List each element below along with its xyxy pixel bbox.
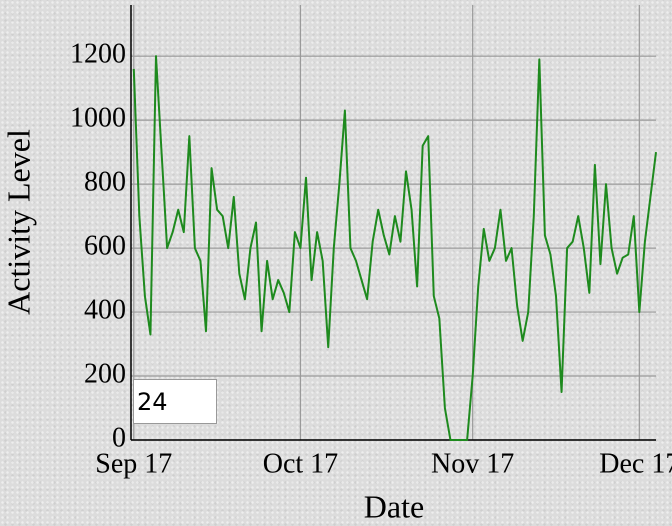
x-axis-label: Date	[364, 488, 424, 524]
x-tick-label: Oct 17	[263, 448, 338, 479]
y-tick-label: 400	[84, 294, 126, 325]
y-axis-label: Activity Level	[0, 129, 36, 315]
y-tick-label: 0	[112, 422, 126, 453]
y-tick-label: 600	[84, 231, 126, 262]
y-tick-label: 800	[84, 167, 126, 198]
y-tick-label: 1000	[70, 103, 126, 134]
x-tick-label: Dec 17	[599, 448, 672, 479]
x-tick-label: Sep 17	[95, 448, 172, 479]
data-line	[132, 55, 657, 441]
y-tick-label: 1200	[70, 39, 126, 70]
roll-period-input[interactable]	[133, 379, 217, 424]
y-tick-label: 200	[84, 358, 126, 389]
x-tick-label: Nov 17	[431, 448, 514, 479]
